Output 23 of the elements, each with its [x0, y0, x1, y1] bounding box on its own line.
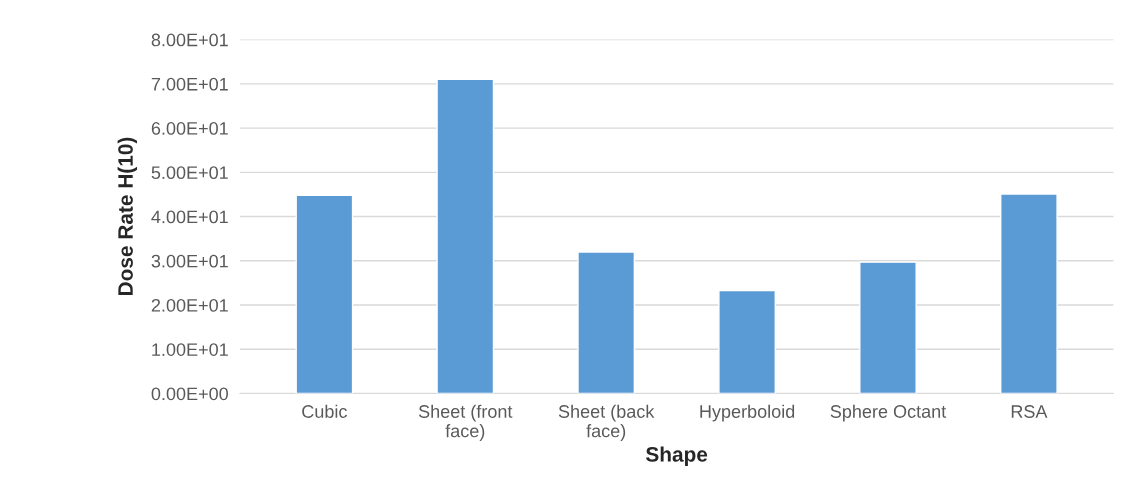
- bar: [436, 78, 495, 394]
- bar: [859, 261, 917, 394]
- x-tick-label: Sheet (back face): [558, 404, 655, 441]
- y-tick-label: 3.00E+01: [151, 254, 228, 268]
- y-axis-title: Dose Rate H(10): [117, 137, 138, 296]
- x-tick-label: Sphere Octant: [830, 404, 947, 422]
- y-tick-label: 4.00E+01: [151, 210, 228, 224]
- bar: [295, 194, 354, 394]
- y-tick-label: 6.00E+01: [151, 122, 228, 135]
- y-tick-label: 5.00E+01: [151, 166, 228, 180]
- y-tick-label: 2.00E+01: [151, 298, 228, 312]
- x-tick-label: Cubic: [302, 404, 347, 418]
- bar: [718, 289, 776, 394]
- x-axis-title: Shape: [645, 446, 708, 466]
- y-tick-label: 8.00E+01: [151, 33, 228, 47]
- y-tick-label: 1.00E+01: [152, 343, 228, 356]
- bar: [1000, 193, 1058, 394]
- y-tick-label: 0.00E+00: [151, 387, 229, 401]
- x-tick-label: Sheet (front face): [418, 404, 513, 441]
- y-tick-label: 7.00E+01: [151, 77, 228, 91]
- x-tick-label: Hyperboloid: [700, 404, 795, 422]
- bar: [577, 251, 636, 394]
- x-tick-label: RSA: [1011, 405, 1048, 418]
